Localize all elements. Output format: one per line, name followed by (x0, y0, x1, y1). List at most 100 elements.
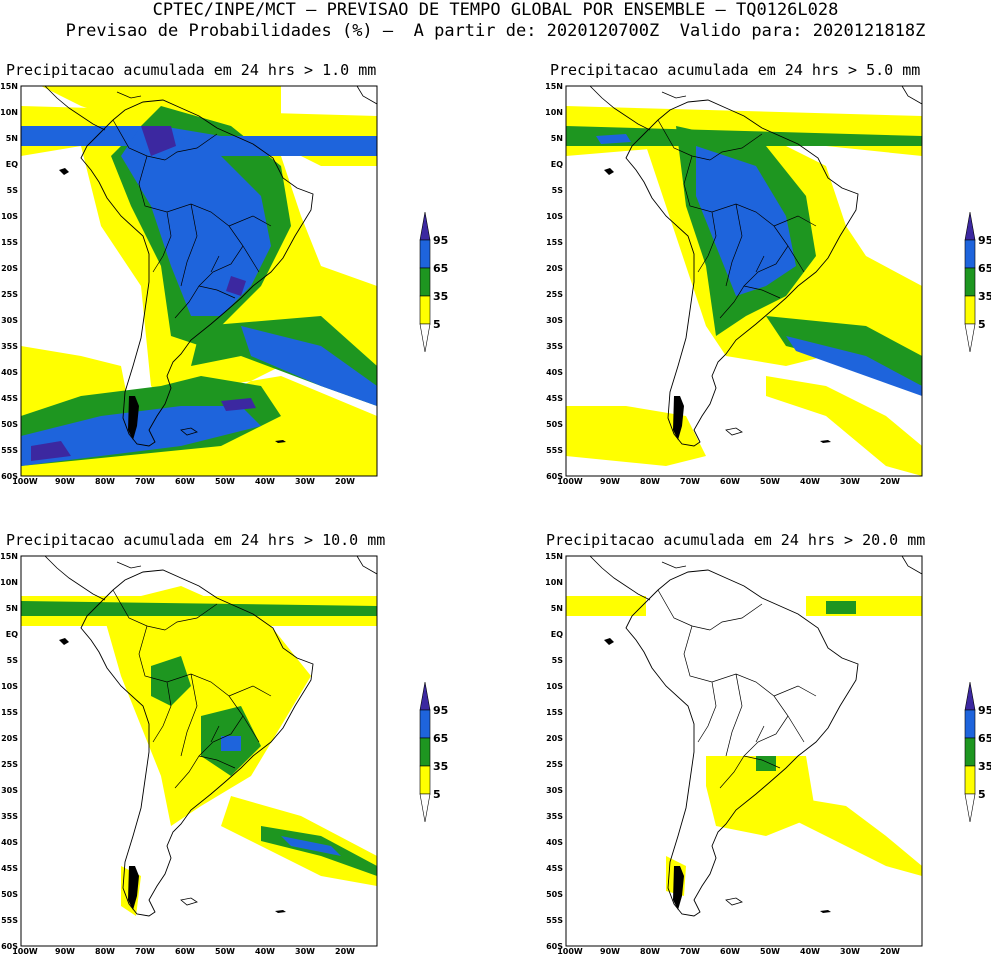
lat-tick-label: 10S (1, 682, 18, 691)
lat-tick-label: EQ (6, 160, 18, 169)
lat-tick-label: 20S (546, 264, 563, 273)
lat-tick-label: 5S (552, 186, 564, 195)
legend-level-label: 5 (433, 318, 441, 331)
lat-tick-label: 55S (1, 916, 18, 925)
lat-tick-label: 45S (546, 864, 563, 873)
lon-tick-label: 70W (135, 947, 155, 956)
lat-tick-label: 5N (551, 604, 563, 613)
lat-tick-label: 50S (1, 420, 18, 429)
lat-tick-label: 20S (1, 264, 18, 273)
lat-tick-label: 10S (1, 212, 18, 221)
lon-tick-label: 100W (12, 477, 38, 486)
map-panel-4 (565, 555, 923, 947)
lat-tick-label: 5S (7, 656, 19, 665)
panel-title-1: Precipitacao acumulada em 24 hrs > 1.0 m… (6, 61, 377, 79)
lat-tick-label: 45S (546, 394, 563, 403)
lat-tick-label: 10S (546, 682, 563, 691)
legend-level-label: 35 (978, 760, 991, 773)
legend-bottom-triangle (964, 793, 976, 823)
legend-band-blue (964, 709, 976, 739)
legend-level-label: 35 (433, 760, 448, 773)
lon-tick-label: 60W (720, 477, 740, 486)
legend-level-label: 95 (978, 234, 991, 247)
lon-tick-label: 40W (255, 947, 275, 956)
lon-tick-label: 50W (215, 947, 235, 956)
header-line-2: Previsao de Probabilidades (%) – A parti… (65, 21, 926, 41)
lat-tick-label: 15N (545, 82, 563, 91)
legend-band-yellow (964, 765, 976, 795)
panel-title-4: Precipitacao acumulada em 24 hrs > 20.0 … (546, 531, 926, 549)
lon-tick-label: 100W (12, 947, 38, 956)
lat-tick-label: 55S (546, 446, 563, 455)
lon-tick-label: 100W (557, 477, 583, 486)
legend-top-triangle (964, 211, 976, 241)
map-panel-2 (565, 85, 923, 477)
lat-tick-label: 55S (546, 916, 563, 925)
lon-tick-label: 20W (880, 477, 900, 486)
lat-tick-label: 20S (546, 734, 563, 743)
lat-tick-label: 40S (546, 368, 563, 377)
lat-tick-label: 30S (546, 316, 563, 325)
lon-tick-label: 50W (760, 947, 780, 956)
lon-tick-label: 40W (800, 947, 820, 956)
lon-tick-label: 70W (680, 947, 700, 956)
lat-tick-label: 30S (546, 786, 563, 795)
lat-tick-label: 30S (1, 316, 18, 325)
legend-level-label: 5 (978, 318, 986, 331)
lon-tick-label: 20W (880, 947, 900, 956)
legend-level-label: 5 (433, 788, 441, 801)
lat-tick-label: EQ (6, 630, 18, 639)
lon-tick-label: 40W (800, 477, 820, 486)
lat-tick-label: 10S (546, 212, 563, 221)
legend-band-green (419, 267, 431, 297)
legend-band-yellow (419, 765, 431, 795)
legend: 95 65 35 5 (964, 681, 991, 823)
lon-tick-label: 30W (295, 947, 315, 956)
lon-tick-label: 30W (840, 477, 860, 486)
legend-band-blue (419, 239, 431, 269)
lat-tick-label: 15S (1, 708, 18, 717)
lat-tick-label: 35S (546, 812, 563, 821)
lat-tick-label: 40S (1, 368, 18, 377)
axis-ticks: 15N 10N 5N EQ 5S 10S 15S 20S 25S 30S 35S 40S 45S 50S 5… (0, 82, 900, 956)
legends: 95 65 35 5 95 65 35 5 95 65 35 5 95 65 35 5 (419, 211, 991, 823)
legend-band-green (964, 737, 976, 767)
legend-band-yellow (964, 295, 976, 325)
legend-level-label: 35 (433, 290, 448, 303)
legend-top-triangle (419, 211, 431, 241)
lon-tick-label: 90W (600, 947, 620, 956)
lat-tick-label: 55S (1, 446, 18, 455)
lon-tick-label: 20W (335, 477, 355, 486)
lat-tick-label: 45S (1, 394, 18, 403)
lat-tick-label: 15S (546, 708, 563, 717)
lat-tick-label: 40S (1, 838, 18, 847)
legend: 95 65 35 5 (419, 211, 448, 353)
lon-tick-label: 50W (760, 477, 780, 486)
legend-level-label: 65 (433, 732, 448, 745)
lat-tick-label: 10N (0, 108, 18, 117)
legend-level-label: 95 (433, 704, 448, 717)
lat-tick-label: 15N (0, 552, 18, 561)
lat-tick-label: EQ (551, 160, 563, 169)
lon-tick-label: 30W (840, 947, 860, 956)
lat-tick-label: 40S (546, 838, 563, 847)
legend-level-label: 65 (433, 262, 448, 275)
lon-tick-label: 50W (215, 477, 235, 486)
lat-tick-label: 60S (1, 942, 18, 951)
lon-tick-label: 60W (175, 947, 195, 956)
legend-level-label: 65 (978, 732, 991, 745)
lon-tick-label: 80W (640, 947, 660, 956)
lon-tick-label: 30W (295, 477, 315, 486)
lat-tick-label: 25S (1, 760, 18, 769)
legend-band-blue (419, 709, 431, 739)
header-line-1: CPTEC/INPE/MCT – PREVISAO DE TEMPO GLOBA… (152, 0, 839, 20)
legend-level-label: 5 (978, 788, 986, 801)
map-panel-1 (20, 85, 378, 477)
lat-tick-label: 10N (545, 108, 563, 117)
lon-tick-label: 70W (135, 477, 155, 486)
map-panel-3 (20, 555, 378, 947)
legend-band-green (419, 737, 431, 767)
lat-tick-label: 20S (1, 734, 18, 743)
panel-title-2: Precipitacao acumulada em 24 hrs > 5.0 m… (550, 61, 921, 79)
